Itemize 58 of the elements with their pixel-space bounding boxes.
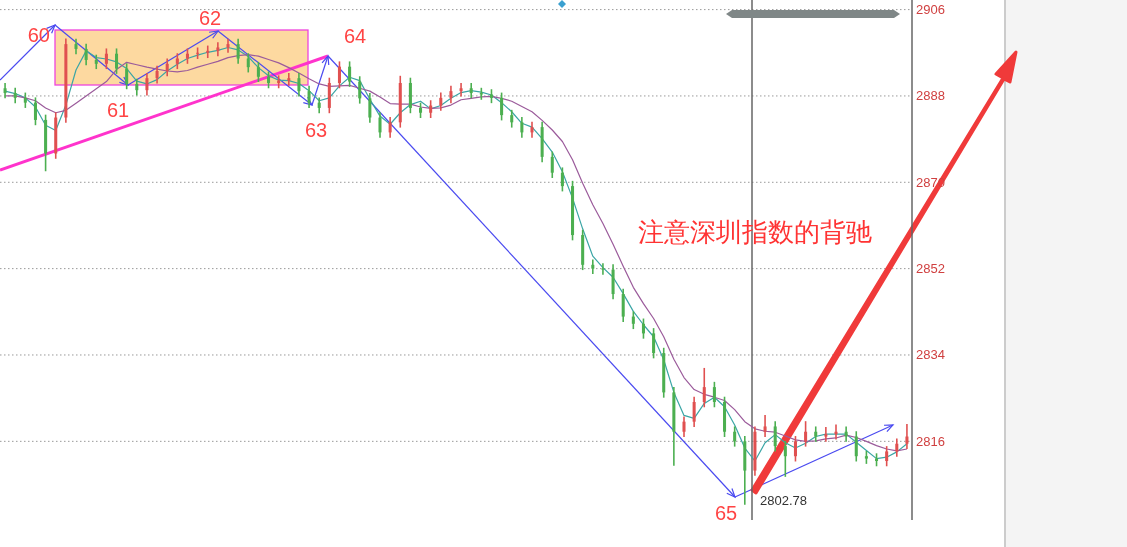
candlestick: [712, 381, 716, 409]
candlestick: [550, 150, 554, 179]
candlestick: [226, 38, 230, 54]
candlestick: [125, 62, 129, 91]
annotation: 61: [106, 99, 130, 121]
candlestick: [297, 72, 301, 98]
candlestick: [500, 91, 504, 122]
candlestick: [621, 287, 625, 323]
candlestick: [368, 92, 372, 124]
candlestick: [307, 85, 311, 109]
candlestick: [236, 38, 240, 65]
candlestick: [652, 327, 656, 360]
annotation: 63: [304, 119, 328, 141]
y-tick-label: 2888: [916, 88, 945, 104]
candlestick: [439, 91, 443, 112]
candlestick: [793, 435, 797, 463]
candlestick: [895, 437, 899, 458]
candlestick: [388, 116, 392, 139]
annotation: 2802.78: [760, 493, 807, 508]
candlestick: [834, 423, 838, 441]
candlestick: [145, 72, 149, 97]
y-tick-label: 2834: [916, 347, 945, 363]
candlestick: [287, 72, 291, 87]
candlestick: [216, 41, 220, 57]
candlestick: [33, 96, 37, 126]
candlestick: [246, 52, 250, 74]
annotation: 65: [714, 502, 738, 524]
candlestick: [702, 367, 706, 409]
candlestick: [337, 60, 341, 90]
candlestick: [206, 44, 210, 59]
annotation: 64: [343, 25, 367, 47]
candlestick: [348, 60, 352, 88]
candlestick: [905, 423, 909, 450]
candlestick: [854, 430, 858, 463]
y-tick-label: 2852: [916, 261, 945, 277]
annotation: 62: [198, 7, 222, 29]
candlestick: [641, 317, 645, 340]
candlestick: [115, 47, 119, 75]
candlestick: [692, 395, 696, 428]
candlestick: [682, 415, 686, 438]
candlestick: [783, 440, 787, 478]
candlestick: [378, 111, 382, 139]
candlestick: [84, 42, 88, 67]
candlestick: [804, 420, 808, 448]
candlestick: [773, 420, 777, 453]
candlestick: [358, 75, 362, 105]
candlestick: [885, 445, 889, 468]
candlestick: [763, 414, 767, 438]
y-tick-label: 2906: [916, 2, 945, 18]
candlestick: [520, 116, 524, 139]
candlestick: [104, 47, 108, 70]
candlestick: [256, 61, 260, 83]
candlestick: [459, 82, 463, 98]
candlestick: [733, 425, 737, 448]
y-tick-label: 2816: [916, 433, 945, 449]
candlestick: [560, 166, 564, 193]
candlestick: [601, 262, 605, 276]
candlestick: [824, 426, 828, 443]
